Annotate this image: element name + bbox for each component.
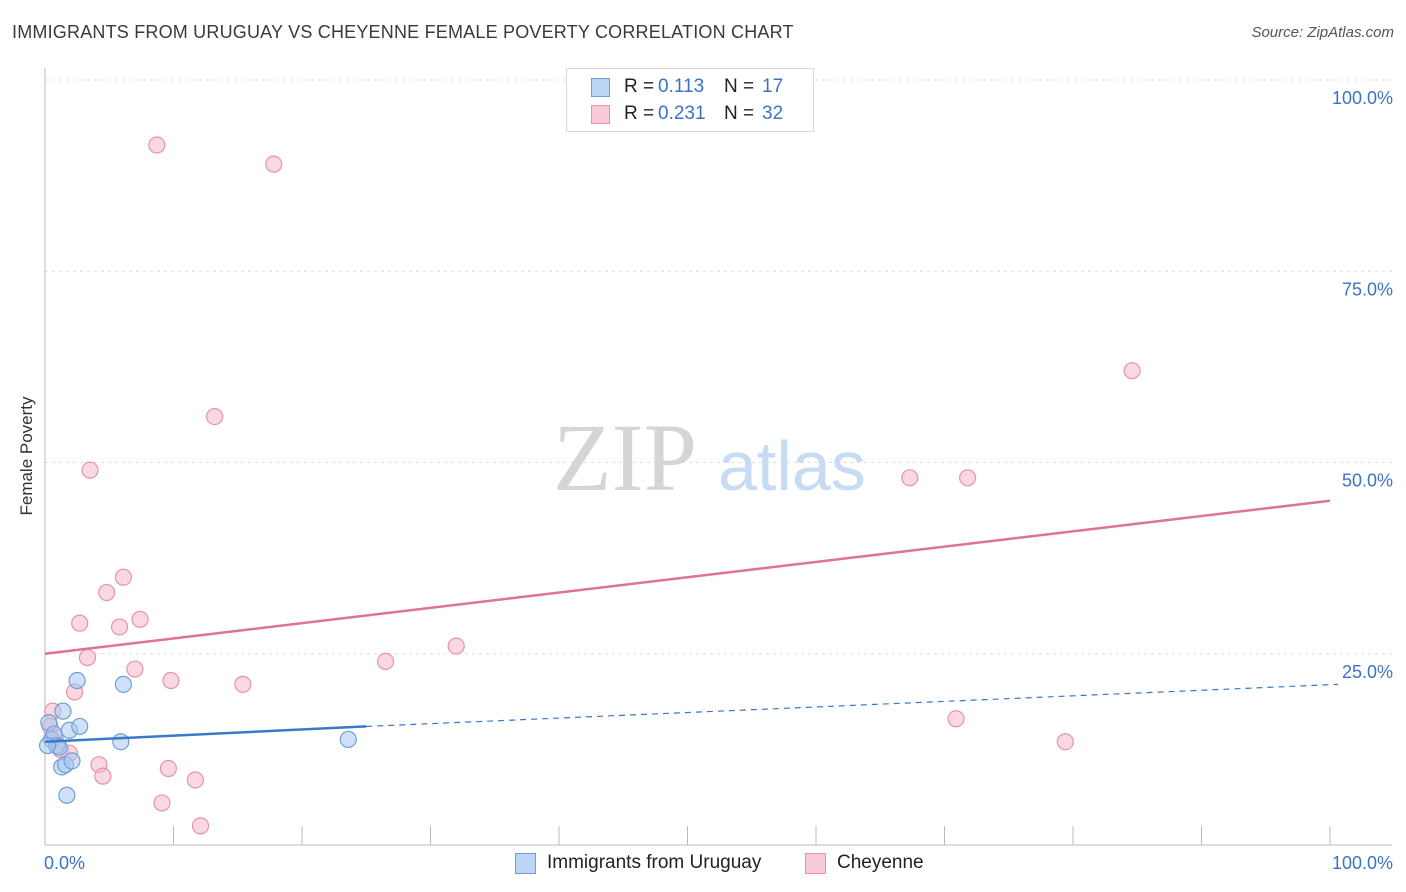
uruguay-point — [58, 786, 76, 804]
y-tick-label: 75.0% — [1342, 279, 1393, 299]
cheyenne-point — [153, 794, 171, 812]
legend-label-cheyenne: Cheyenne — [837, 852, 924, 873]
legend-item-uruguay[interactable]: Immigrants from Uruguay — [515, 852, 761, 874]
uruguay-trend-line — [44, 725, 367, 743]
n-label: N = — [724, 103, 755, 124]
uruguay-point — [71, 717, 89, 736]
cheyenne-point — [1056, 733, 1074, 751]
n-value: 17 — [762, 76, 784, 97]
cheyenne-point — [947, 710, 965, 728]
uruguay-point — [38, 736, 57, 755]
cheyenne-point — [234, 675, 252, 693]
cheyenne-trend-line — [44, 499, 1331, 655]
uruguay-swatch — [515, 852, 536, 874]
x-tick-label: 100.0% — [1332, 853, 1393, 873]
uruguay-point — [68, 671, 86, 690]
y-tick-label: 50.0% — [1342, 471, 1393, 491]
cheyenne-point — [78, 648, 97, 667]
cheyenne-point — [376, 652, 395, 671]
cheyenne-point — [162, 671, 180, 690]
cheyenne-point — [126, 660, 144, 678]
cheyenne-point — [81, 461, 99, 479]
legend-row-cheyenne: R = 0.231 N = 32 — [591, 102, 783, 126]
tick-labels: 100.0% 75.0% 50.0% 25.0% 0.0% 100.0% — [44, 88, 1393, 873]
uruguay-trend-extension — [366, 683, 1339, 728]
cheyenne-point — [447, 637, 465, 655]
source-label: Source: ZipAtlas.com — [1251, 24, 1394, 41]
r-value: 0.113 — [658, 76, 705, 97]
cheyenne-point — [191, 817, 210, 835]
uruguay-point — [114, 675, 132, 693]
cheyenne-point — [265, 155, 283, 173]
cheyenne-point — [959, 469, 977, 487]
r-value: 0.231 — [658, 103, 706, 124]
cheyenne-point — [110, 618, 129, 636]
x-tick-label: 0.0% — [44, 853, 85, 873]
watermark: ZIP atlas — [553, 404, 866, 511]
cheyenne-point — [148, 136, 166, 154]
legend-item-cheyenne[interactable]: Cheyenne — [805, 852, 924, 874]
r-label: R = — [624, 76, 655, 97]
cheyenne-point — [131, 610, 149, 628]
uruguay-point — [112, 733, 130, 751]
series-legend: Immigrants from Uruguay Cheyenne — [0, 852, 1406, 878]
y-tick-label: 25.0% — [1342, 662, 1393, 682]
r-label: R = — [624, 103, 655, 124]
y-tick-label: 100.0% — [1332, 88, 1393, 108]
n-value: 32 — [762, 103, 784, 124]
uruguay-point — [54, 702, 72, 720]
watermark-atlas: atlas — [718, 427, 866, 505]
cheyenne-point — [114, 568, 132, 586]
cheyenne-point — [206, 408, 224, 426]
uruguay-swatch — [591, 77, 610, 97]
chart-title: IMMIGRANTS FROM URUGUAY VS CHEYENNE FEMA… — [12, 22, 794, 42]
trend-lines — [44, 499, 1339, 743]
cheyenne-swatch — [805, 852, 826, 874]
cheyenne-point — [94, 767, 112, 785]
uruguay-point — [339, 730, 357, 749]
cheyenne-point — [186, 771, 204, 789]
uruguay-point — [63, 752, 81, 770]
cheyenne-point — [159, 759, 177, 778]
n-label: N = — [724, 76, 755, 97]
correlation-legend: R = 0.113 N = 17 R = 0.231 N = 32 — [566, 68, 814, 132]
legend-row-uruguay: R = 0.113 N = 17 — [591, 75, 783, 99]
cheyenne-point — [71, 614, 89, 632]
cheyenne-point — [901, 469, 919, 487]
uruguay-points — [38, 671, 357, 804]
watermark-zip: ZIP — [553, 404, 697, 511]
cheyenne-point — [1123, 362, 1141, 380]
cheyenne-point — [98, 583, 116, 602]
cheyenne-swatch — [591, 104, 610, 124]
legend-label-uruguay: Immigrants from Uruguay — [547, 852, 762, 873]
grid-lines — [45, 79, 1392, 655]
